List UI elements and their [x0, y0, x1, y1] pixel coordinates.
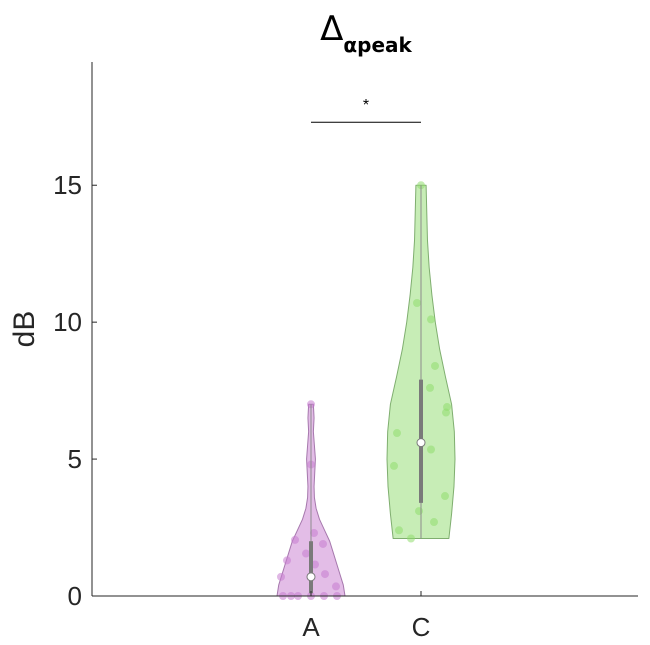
y-tick-label: 0 — [68, 581, 82, 611]
data-point — [395, 526, 403, 535]
data-point — [291, 535, 299, 544]
y-axis-ticks: 0 5 10 15 — [53, 170, 97, 611]
data-point — [390, 461, 398, 470]
data-point — [310, 529, 318, 538]
significance-label: * — [363, 97, 369, 114]
y-tick-label: 15 — [53, 170, 82, 200]
data-point — [431, 361, 439, 370]
data-point — [277, 572, 285, 581]
median-marker — [416, 438, 426, 448]
chart-title-symbol: Δ — [320, 9, 343, 49]
violin-group-c — [386, 181, 456, 543]
data-point — [443, 403, 451, 412]
data-point — [332, 582, 340, 591]
data-point — [430, 518, 438, 527]
y-tick-label: 10 — [53, 307, 82, 337]
data-point — [427, 445, 435, 454]
data-point — [319, 539, 327, 548]
y-tick-label: 5 — [68, 444, 82, 474]
data-point — [441, 492, 449, 501]
x-tick-label: A — [302, 612, 320, 642]
chart-title-subscript: αpeak — [343, 33, 412, 57]
median-marker — [306, 572, 316, 582]
violin-group-a — [276, 400, 346, 600]
data-point — [413, 298, 421, 307]
chart-title: Δαpeak — [320, 9, 412, 57]
y-axis-label: dB — [8, 311, 41, 348]
x-tick-label: C — [412, 612, 431, 642]
data-point — [426, 383, 434, 392]
data-point — [283, 556, 291, 565]
data-point — [302, 549, 310, 558]
data-point — [321, 570, 329, 579]
data-point — [393, 429, 401, 438]
plot-marks: * — [276, 97, 456, 600]
data-point — [415, 507, 423, 516]
data-point — [427, 315, 435, 324]
data-point — [407, 534, 415, 543]
